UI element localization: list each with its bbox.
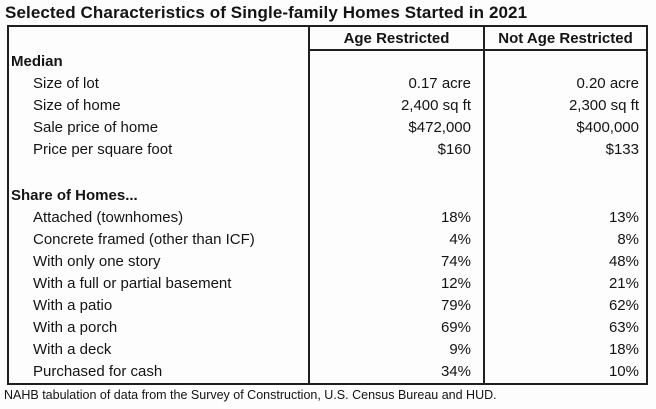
row-value-not-age-restricted: 8% xyxy=(483,229,646,251)
row-value-not-age-restricted: 48% xyxy=(483,251,646,273)
row-label: Purchased for cash xyxy=(33,363,163,380)
row-label: Size of home xyxy=(33,97,121,114)
table-row: With a full or partial basement 12% 21% xyxy=(9,273,646,295)
table-row: With a deck 9% 18% xyxy=(9,339,646,361)
table-row: Price per square foot $160 $133 xyxy=(9,139,646,161)
row-value-not-age-restricted: 21% xyxy=(483,273,646,295)
column-header-empty xyxy=(9,27,308,51)
source-footnote: NAHB tabulation of data from the Survey … xyxy=(4,388,497,402)
row-value-not-age-restricted: $400,000 xyxy=(483,117,646,139)
row-label: Sale price of home xyxy=(33,119,159,136)
spacer-row xyxy=(9,161,646,185)
section-header-share-of-homes: Share of Homes... xyxy=(9,185,646,207)
row-value-not-age-restricted: 13% xyxy=(483,207,646,229)
row-value-not-age-restricted: 18% xyxy=(483,339,646,361)
section-title: Share of Homes... xyxy=(11,187,138,204)
row-label: With a deck xyxy=(33,341,112,358)
table-row: Size of home 2,400 sq ft 2,300 sq ft xyxy=(9,95,646,117)
row-value-not-age-restricted: 62% xyxy=(483,295,646,317)
data-table: Age Restricted Not Age Restricted Median… xyxy=(7,25,648,385)
row-value-age-restricted: $472,000 xyxy=(308,117,483,139)
row-label: Price per square foot xyxy=(33,141,173,158)
row-value-age-restricted: 69% xyxy=(308,317,483,339)
table-row: Size of lot 0.17 acre 0.20 acre xyxy=(9,73,646,95)
row-value-age-restricted: $160 xyxy=(308,139,483,161)
table-row: Concrete framed (other than ICF) 4% 8% xyxy=(9,229,646,251)
table-row: With only one story 74% 48% xyxy=(9,251,646,273)
table-row: Purchased for cash 34% 10% xyxy=(9,361,646,383)
row-value-age-restricted: 12% xyxy=(308,273,483,295)
row-label: With only one story xyxy=(33,253,161,270)
row-value-not-age-restricted: 0.20 acre xyxy=(483,73,646,95)
section-title: Median xyxy=(11,53,63,70)
row-value-age-restricted: 18% xyxy=(308,207,483,229)
row-value-not-age-restricted: 2,300 sq ft xyxy=(483,95,646,117)
row-label: Size of lot xyxy=(33,75,99,92)
row-value-age-restricted: 2,400 sq ft xyxy=(308,95,483,117)
table-row: Attached (townhomes) 18% 13% xyxy=(9,207,646,229)
row-label: With a patio xyxy=(33,297,113,314)
row-value-age-restricted: 74% xyxy=(308,251,483,273)
row-value-not-age-restricted: 10% xyxy=(483,361,646,383)
table-row: Sale price of home $472,000 $400,000 xyxy=(9,117,646,139)
section-header-median: Median xyxy=(9,51,646,73)
table-row: With a patio 79% 62% xyxy=(9,295,646,317)
column-header-not-age-restricted: Not Age Restricted xyxy=(483,27,646,51)
table-row: With a porch 69% 63% xyxy=(9,317,646,339)
page-title: Selected Characteristics of Single-famil… xyxy=(5,3,528,22)
row-value-not-age-restricted: $133 xyxy=(483,139,646,161)
row-value-age-restricted: 34% xyxy=(308,361,483,383)
row-label: With a full or partial basement xyxy=(33,275,232,292)
row-value-age-restricted: 0.17 acre xyxy=(308,73,483,95)
table-header-row: Age Restricted Not Age Restricted xyxy=(9,27,646,51)
row-value-age-restricted: 4% xyxy=(308,229,483,251)
row-label: With a porch xyxy=(33,319,118,336)
row-value-not-age-restricted: 63% xyxy=(483,317,646,339)
row-label: Concrete framed (other than ICF) xyxy=(33,231,255,248)
row-label: Attached (townhomes) xyxy=(33,209,184,226)
column-header-age-restricted: Age Restricted xyxy=(308,27,483,51)
row-value-age-restricted: 79% xyxy=(308,295,483,317)
row-value-age-restricted: 9% xyxy=(308,339,483,361)
